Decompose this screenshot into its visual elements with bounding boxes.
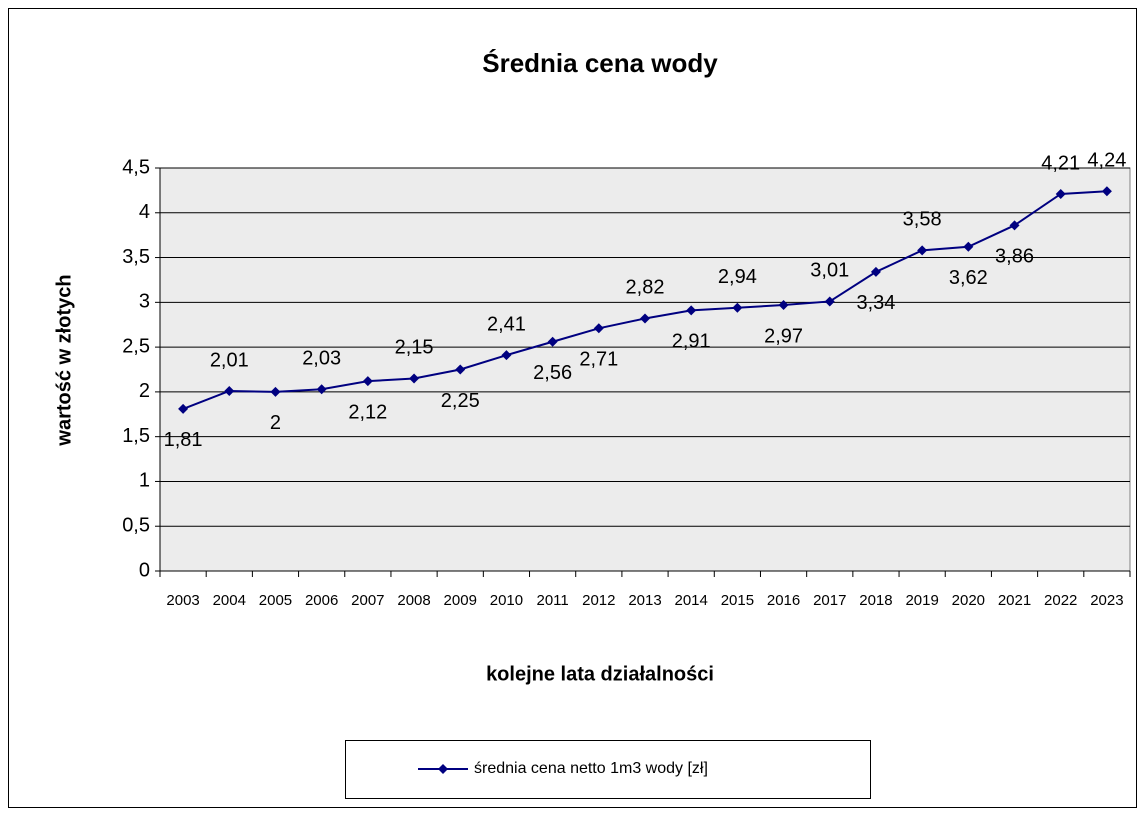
marker [224, 385, 235, 396]
data-label: 1,81 [164, 429, 203, 451]
marker [1009, 220, 1020, 231]
x-axis-label: kolejne lata działalności [486, 663, 714, 685]
x-tick-label: 2012 [582, 592, 615, 609]
x-tick-label: 2009 [444, 592, 477, 609]
marker [593, 323, 604, 334]
y-tick-label: 4 [139, 201, 150, 223]
x-tick-label: 2023 [1090, 592, 1123, 609]
marker [1101, 186, 1112, 197]
data-label: 4,24 [1087, 150, 1126, 172]
data-label: 2,91 [672, 331, 711, 353]
data-label: 2,71 [579, 349, 618, 371]
x-tick-label: 2018 [859, 592, 892, 609]
marker [870, 266, 881, 277]
x-tick-label: 2021 [998, 592, 1031, 609]
y-tick-label: 4,5 [122, 156, 150, 178]
x-tick-label: 2019 [905, 592, 938, 609]
marker [455, 364, 466, 375]
x-tick-label: 2014 [675, 592, 708, 609]
data-label: 2,03 [302, 347, 341, 369]
y-tick-label: 3 [139, 291, 150, 313]
marker [640, 313, 650, 324]
marker [917, 245, 928, 256]
x-tick-label: 2017 [813, 592, 846, 609]
x-tick-label: 2011 [536, 592, 568, 609]
legend-marker [438, 764, 448, 774]
legend-label: średnia cena netto 1m3 wody [zł] [474, 760, 708, 777]
data-label: 3,01 [810, 260, 849, 282]
y-tick-label: 3,5 [122, 246, 150, 268]
data-label: 2,82 [626, 277, 665, 299]
x-tick-label: 2010 [490, 592, 523, 609]
y-tick-label: 2 [139, 380, 150, 402]
marker [270, 386, 281, 397]
x-tick-label: 2003 [166, 592, 199, 609]
plot-area [159, 167, 1131, 572]
y-tick-label: 0,5 [122, 515, 150, 537]
x-tick-label: 2013 [628, 592, 661, 609]
x-tick-label: 2020 [952, 592, 985, 609]
data-label: 3,62 [949, 267, 988, 289]
x-tick-label: 2004 [213, 592, 246, 609]
y-tick-label: 0 [139, 559, 150, 581]
y-tick-label: 1 [139, 470, 150, 492]
data-label: 2,94 [718, 266, 757, 288]
x-tick-label: 2015 [721, 592, 754, 609]
x-tick-label: 2005 [259, 592, 292, 609]
data-label: 3,58 [903, 209, 942, 231]
marker [178, 403, 189, 414]
marker [316, 384, 327, 395]
marker [963, 241, 974, 252]
marker [409, 373, 420, 384]
marker [778, 300, 789, 311]
data-label: 2,97 [764, 325, 803, 347]
y-tick-label: 1,5 [122, 425, 150, 447]
marker [686, 305, 697, 316]
marker [501, 350, 512, 361]
chart-title: Średnia cena wody [482, 48, 718, 78]
x-tick-label: 2016 [767, 592, 800, 609]
x-tick-label: 2022 [1044, 592, 1077, 609]
y-axis-label: wartość w złotych [53, 274, 75, 446]
data-label: 2,41 [487, 313, 526, 335]
marker [547, 336, 558, 347]
data-label: 3,86 [995, 246, 1034, 268]
marker [1055, 188, 1066, 199]
data-label: 2,25 [441, 390, 480, 412]
data-label: 2,01 [210, 349, 249, 371]
x-tick-label: 2006 [305, 592, 338, 609]
marker [824, 296, 835, 307]
x-tick-label: 2007 [351, 592, 384, 609]
data-label: 4,21 [1041, 152, 1080, 174]
marker [362, 376, 373, 387]
data-label: 3,34 [856, 292, 895, 314]
y-tick-label: 2,5 [122, 335, 150, 357]
marker [732, 302, 743, 313]
data-label: 2,12 [348, 401, 387, 423]
data-label: 2,56 [533, 362, 572, 384]
data-label: 2 [270, 412, 281, 434]
data-label: 2,15 [395, 337, 434, 359]
x-tick-label: 2008 [397, 592, 430, 609]
